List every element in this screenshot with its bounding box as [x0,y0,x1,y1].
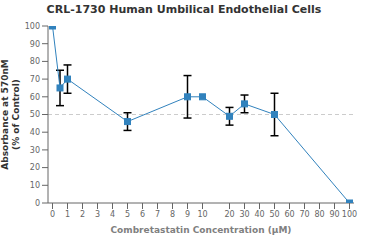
svg-text:4: 4 [110,210,115,219]
svg-text:2: 2 [80,210,85,219]
svg-text:60: 60 [284,210,294,219]
svg-text:7: 7 [155,210,160,219]
svg-text:80: 80 [314,210,324,219]
svg-text:Absorbance at 570nM(% of Contr: Absorbance at 570nM(% of Control) [8,59,21,170]
svg-text:40: 40 [30,128,40,137]
svg-text:10: 10 [197,210,207,219]
svg-text:90: 90 [329,210,339,219]
svg-text:20: 20 [30,163,40,172]
svg-text:1: 1 [65,210,70,219]
svg-text:0: 0 [50,210,55,219]
svg-text:8: 8 [170,210,175,219]
svg-text:40: 40 [254,210,264,219]
svg-text:100: 100 [342,210,357,219]
svg-text:90: 90 [30,40,40,49]
svg-text:0: 0 [35,199,40,208]
svg-text:5: 5 [125,210,130,219]
svg-text:30: 30 [239,210,249,219]
svg-text:10: 10 [30,181,40,190]
svg-text:20: 20 [224,210,234,219]
svg-text:30: 30 [30,146,40,155]
svg-text:70: 70 [299,210,309,219]
svg-text:3: 3 [95,210,100,219]
svg-text:60: 60 [30,93,40,102]
svg-text:6: 6 [140,210,145,219]
svg-text:Combretastatin Concentration (: Combretastatin Concentration (μM) [111,225,292,235]
svg-text:100: 100 [25,22,40,31]
svg-text:50: 50 [30,110,40,119]
html-text:CRL-1730 Human Umbilical Endot: CRL-1730 Human Umbilical Endothelial Cel… [46,3,322,16]
svg-text:80: 80 [30,57,40,66]
svg-text:50: 50 [269,210,279,219]
svg-text:9: 9 [185,210,190,219]
svg-text:70: 70 [30,75,40,84]
